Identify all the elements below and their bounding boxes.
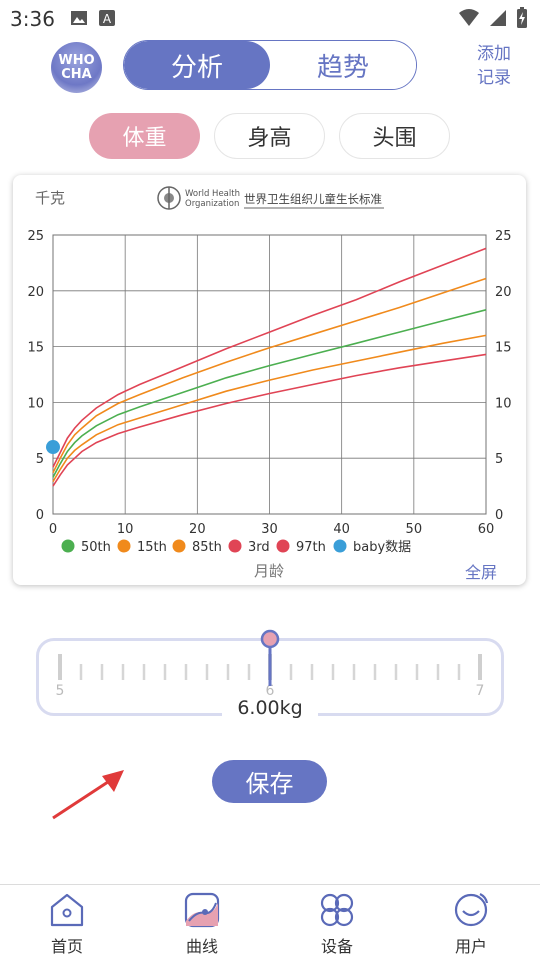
who-name-line2: Organization bbox=[185, 199, 239, 209]
y-unit-label: 千克 bbox=[35, 189, 65, 207]
y-tick-label-right: 0 bbox=[495, 508, 503, 523]
nav-device-label: 设备 bbox=[320, 937, 353, 956]
y-tick-label-right: 20 bbox=[495, 285, 512, 300]
legend-marker-97th bbox=[276, 539, 290, 553]
save-button[interactable]: 保存 bbox=[212, 760, 327, 803]
nav-user-label: 用户 bbox=[454, 937, 487, 956]
series-line-85th bbox=[52, 277, 487, 474]
who-standard-title: 世界卫生组织儿童生长标准 bbox=[244, 192, 382, 206]
svg-text:A: A bbox=[103, 12, 112, 26]
add-record-button[interactable]: 添加 记录 bbox=[472, 42, 516, 90]
legend-marker-50th bbox=[61, 539, 75, 553]
ruler-handle[interactable] bbox=[260, 629, 280, 649]
who-logo-icon bbox=[157, 186, 181, 210]
y-tick-label-right: 10 bbox=[495, 396, 512, 411]
metric-tabs: 体重 身高 头围 bbox=[0, 113, 540, 159]
legend-label-50th: 50th bbox=[81, 540, 111, 555]
y-tick-label-left: 5 bbox=[36, 452, 44, 467]
legend-label-97th: 97th bbox=[296, 540, 326, 555]
series-line-97th bbox=[52, 247, 487, 468]
legend-marker-85th bbox=[172, 539, 186, 553]
add-record-line1: 添加 bbox=[477, 44, 511, 64]
growth-chart-card: 千克 World Health Organization 世界卫生组织儿童生长标… bbox=[13, 175, 526, 585]
add-record-line2: 记录 bbox=[477, 68, 511, 88]
x-axis-label: 月龄 bbox=[254, 562, 284, 580]
y-tick-label-right: 15 bbox=[495, 341, 512, 356]
analysis-trend-switch: 分析 趋势 bbox=[123, 40, 417, 90]
y-tick-label-left: 15 bbox=[27, 341, 44, 356]
x-tick-label: 60 bbox=[478, 522, 495, 537]
tab-analysis[interactable]: 分析 bbox=[124, 41, 270, 89]
y-tick-label-left: 25 bbox=[27, 229, 44, 244]
y-tick-label-right: 25 bbox=[495, 229, 512, 244]
notification-icons: A bbox=[70, 9, 116, 27]
bottom-navigation: 首页 曲线 设备 用户 bbox=[0, 884, 540, 960]
wifi-icon bbox=[459, 9, 479, 26]
pointer-arrow-icon bbox=[52, 770, 124, 820]
legend-label-baby数据: baby数据 bbox=[353, 540, 411, 555]
x-tick-label: 0 bbox=[49, 522, 57, 537]
legend-marker-15th bbox=[117, 539, 131, 553]
tab-head-circumference[interactable]: 头围 bbox=[339, 113, 450, 159]
nav-device[interactable]: 设备 bbox=[292, 885, 382, 960]
legend-label-85th: 85th bbox=[192, 540, 222, 555]
nav-user[interactable]: 用户 bbox=[426, 885, 516, 960]
nav-home-label: 首页 bbox=[50, 937, 83, 956]
tab-weight[interactable]: 体重 bbox=[89, 113, 200, 159]
home-icon bbox=[50, 893, 84, 927]
ruler-ticks[interactable]: 5 6 7 bbox=[36, 628, 504, 728]
x-tick-label: 10 bbox=[117, 522, 134, 537]
legend-label-15th: 15th bbox=[137, 540, 167, 555]
status-bar: 3:36 A bbox=[0, 0, 540, 36]
y-tick-label-right: 5 bbox=[495, 452, 503, 467]
ruler-right-value: 7 bbox=[476, 683, 485, 699]
legend-label-3rd: 3rd bbox=[248, 540, 270, 555]
system-icons bbox=[458, 7, 528, 29]
x-tick-label: 40 bbox=[333, 522, 350, 537]
logo-line2: CHA bbox=[61, 67, 92, 82]
ruler-left-value: 5 bbox=[56, 683, 65, 699]
growth-chart: 千克 World Health Organization 世界卫生组织儿童生长标… bbox=[27, 186, 512, 580]
y-tick-label-left: 20 bbox=[27, 285, 44, 300]
legend-marker-baby数据 bbox=[333, 539, 347, 553]
current-weight-value: 6.00kg bbox=[222, 697, 318, 723]
chart-series bbox=[46, 247, 487, 487]
tab-trend[interactable]: 趋势 bbox=[270, 41, 416, 89]
who-name-line1: World Health bbox=[185, 189, 240, 199]
y-tick-label-left: 10 bbox=[27, 396, 44, 411]
x-tick-label: 30 bbox=[261, 522, 278, 537]
series-line-3rd bbox=[52, 353, 487, 487]
battery-icon bbox=[517, 7, 527, 28]
x-tick-label: 50 bbox=[406, 522, 423, 537]
nav-curve[interactable]: 曲线 bbox=[157, 885, 247, 960]
device-icon bbox=[320, 893, 354, 927]
series-line-15th bbox=[52, 334, 487, 483]
curve-chart-icon bbox=[184, 892, 220, 928]
image-icon bbox=[71, 11, 87, 25]
nav-curve-label: 曲线 bbox=[185, 937, 218, 956]
chart-grid bbox=[52, 234, 487, 515]
fullscreen-button[interactable]: 全屏 bbox=[465, 563, 498, 582]
status-time: 3:36 bbox=[10, 7, 55, 31]
who-cha-logo: WHO CHA bbox=[51, 42, 102, 93]
user-icon bbox=[454, 893, 489, 927]
y-tick-label-left: 0 bbox=[36, 508, 44, 523]
signal-icon bbox=[490, 10, 506, 26]
legend-marker-3rd bbox=[228, 539, 242, 553]
font-icon: A bbox=[99, 10, 115, 26]
ruler-center-value: 6 bbox=[266, 683, 275, 699]
x-tick-label: 20 bbox=[189, 522, 206, 537]
tab-height[interactable]: 身高 bbox=[214, 113, 325, 159]
chart-legend: 50th 15th 85th 3rd 97th baby数据 bbox=[61, 539, 411, 555]
series-line-50th bbox=[52, 309, 487, 478]
nav-home[interactable]: 首页 bbox=[22, 885, 112, 960]
baby-data-point bbox=[46, 440, 60, 455]
logo-line1: WHO bbox=[58, 53, 95, 68]
header: WHO CHA 分析 趋势 添加 记录 bbox=[0, 36, 540, 100]
